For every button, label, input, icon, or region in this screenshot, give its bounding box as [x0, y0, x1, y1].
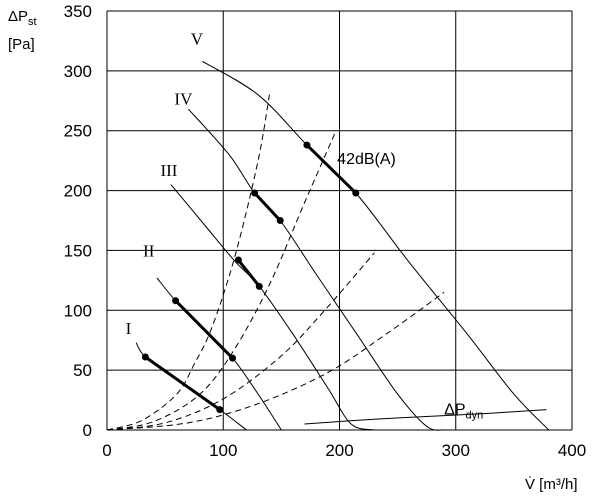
fan-curve-label: III [160, 161, 177, 180]
fan-curve-label: I [126, 319, 132, 338]
operating-point [141, 353, 149, 361]
system-curves [106, 92, 445, 431]
y-axis-title: ΔPst [8, 8, 37, 28]
x-axis-title: V̇ [m³/h] [525, 476, 578, 493]
system-curve [106, 130, 337, 431]
operating-segment [174, 299, 234, 360]
operating-segment [253, 191, 282, 222]
x-tick-label: 100 [209, 441, 237, 460]
operating-point [352, 189, 360, 197]
system-curve [106, 252, 375, 431]
operating-segment [144, 355, 221, 411]
fan-curve-label: II [143, 241, 155, 260]
y-tick-label: 350 [64, 2, 92, 21]
system-curve [106, 291, 445, 431]
x-tick-label: 0 [102, 441, 111, 460]
x-tick-label: 200 [325, 441, 353, 460]
fan-curve-v [202, 60, 550, 431]
y-tick-label: 300 [64, 62, 92, 81]
operating-segments [141, 141, 360, 414]
fan-curve-label: V [191, 30, 204, 49]
y-tick-label: 250 [64, 122, 92, 141]
fan-curves [135, 60, 550, 431]
y-tick-label: 200 [64, 182, 92, 201]
x-tick-label: 400 [558, 441, 586, 460]
y-tick-label: 100 [64, 301, 92, 320]
operating-point [276, 217, 284, 224]
system-curve [106, 92, 271, 431]
operating-point [303, 141, 311, 149]
x-tick-label: 300 [442, 441, 470, 460]
y-tick-label: 50 [73, 361, 92, 380]
operating-segment [237, 259, 261, 288]
operating-point [229, 354, 237, 362]
operating-segment [305, 144, 357, 195]
operating-point [234, 256, 242, 264]
dynamic-pressure-curve [304, 409, 547, 425]
fan-curve-label: IV [174, 89, 193, 108]
operating-point [251, 189, 259, 197]
operating-point [172, 297, 180, 305]
operating-point [255, 282, 263, 290]
noise-level-annotation: 42dB(A) [337, 151, 396, 168]
y-tick-label: 0 [83, 421, 92, 440]
fan-curve-iii [170, 184, 375, 431]
y-axis-unit: [Pa] [8, 36, 35, 53]
fan-curve-iv [188, 108, 445, 431]
grid [106, 10, 573, 431]
dynamic-pressure-label: ΔPdyn [444, 401, 483, 421]
y-tick-label: 150 [64, 241, 92, 260]
operating-point [216, 406, 224, 414]
tick-labels: 0 50 100 150 200 250 300 350 0 100 200 300 400 [64, 2, 587, 460]
